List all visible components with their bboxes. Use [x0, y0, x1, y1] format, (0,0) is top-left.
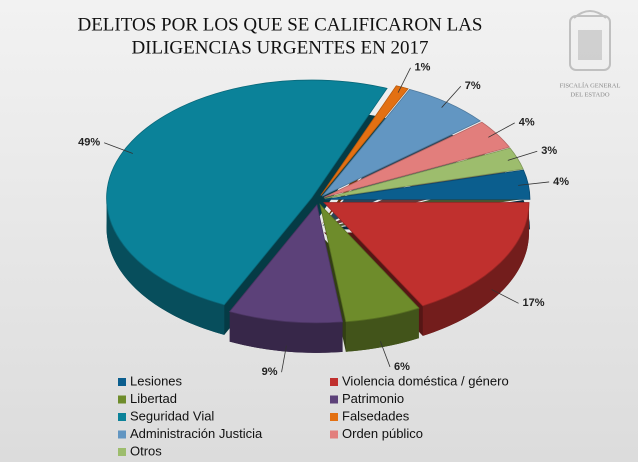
- legend-swatch: [330, 395, 338, 404]
- slice-side: [422, 202, 530, 336]
- slice: [321, 88, 482, 197]
- data-label: 7%: [465, 80, 481, 92]
- legend-swatch: [330, 413, 338, 421]
- legend-swatch: [118, 448, 126, 456]
- legend-label: Administración Justicia: [130, 426, 263, 441]
- logo-text: FISCALÍA GENERAL: [560, 81, 621, 89]
- leader-line: [281, 345, 287, 373]
- leader-line: [507, 150, 538, 161]
- chart-title: DELITOS POR LOS QUE SE CALIFICARON LAS: [77, 14, 482, 35]
- legend-label: Orden público: [342, 426, 423, 441]
- legend-swatch: [118, 395, 126, 404]
- slice: [323, 121, 511, 198]
- slice: [323, 202, 530, 307]
- slice-side: [229, 311, 343, 353]
- legend-label: Lesiones: [130, 373, 183, 388]
- slice: [324, 147, 524, 199]
- legend-swatch: [330, 430, 338, 439]
- legend-swatch: [330, 378, 338, 386]
- slice-side: [106, 198, 225, 335]
- data-label: 9%: [262, 366, 278, 378]
- slice-side: [345, 308, 419, 352]
- legend-label: Violencia doméstica / género: [342, 373, 509, 388]
- leader-line: [104, 142, 133, 154]
- leader-line: [379, 341, 391, 368]
- data-label: 1%: [415, 62, 431, 74]
- legend-label: Otros: [130, 443, 162, 458]
- data-label: 4%: [519, 117, 535, 129]
- leader-line: [441, 85, 462, 108]
- logo-text: DEL ESTADO: [570, 91, 609, 98]
- slice: [320, 85, 409, 196]
- slice: [106, 79, 388, 306]
- data-label: 6%: [394, 361, 410, 373]
- legend-label: Patrimonio: [342, 391, 404, 406]
- legend-label: Falsedades: [342, 408, 410, 423]
- leader-line: [518, 181, 550, 186]
- leader-line: [488, 122, 515, 138]
- slice: [228, 203, 344, 324]
- data-label: 17%: [523, 297, 545, 309]
- data-label: 3%: [541, 145, 557, 157]
- slice: [319, 203, 420, 323]
- data-label: 49%: [78, 137, 100, 149]
- legend-label: Seguridad Vial: [130, 408, 214, 423]
- leader-line: [491, 289, 519, 304]
- legend-swatch: [118, 378, 126, 386]
- leader-line: [397, 67, 411, 93]
- chart-title: DILIGENCIAS URGENTES EN 2017: [131, 37, 428, 58]
- legend-swatch: [118, 430, 126, 439]
- legend-swatch: [118, 413, 126, 421]
- logo: [569, 10, 611, 71]
- legend-label: Libertad: [130, 391, 177, 406]
- data-label: 4%: [553, 176, 569, 188]
